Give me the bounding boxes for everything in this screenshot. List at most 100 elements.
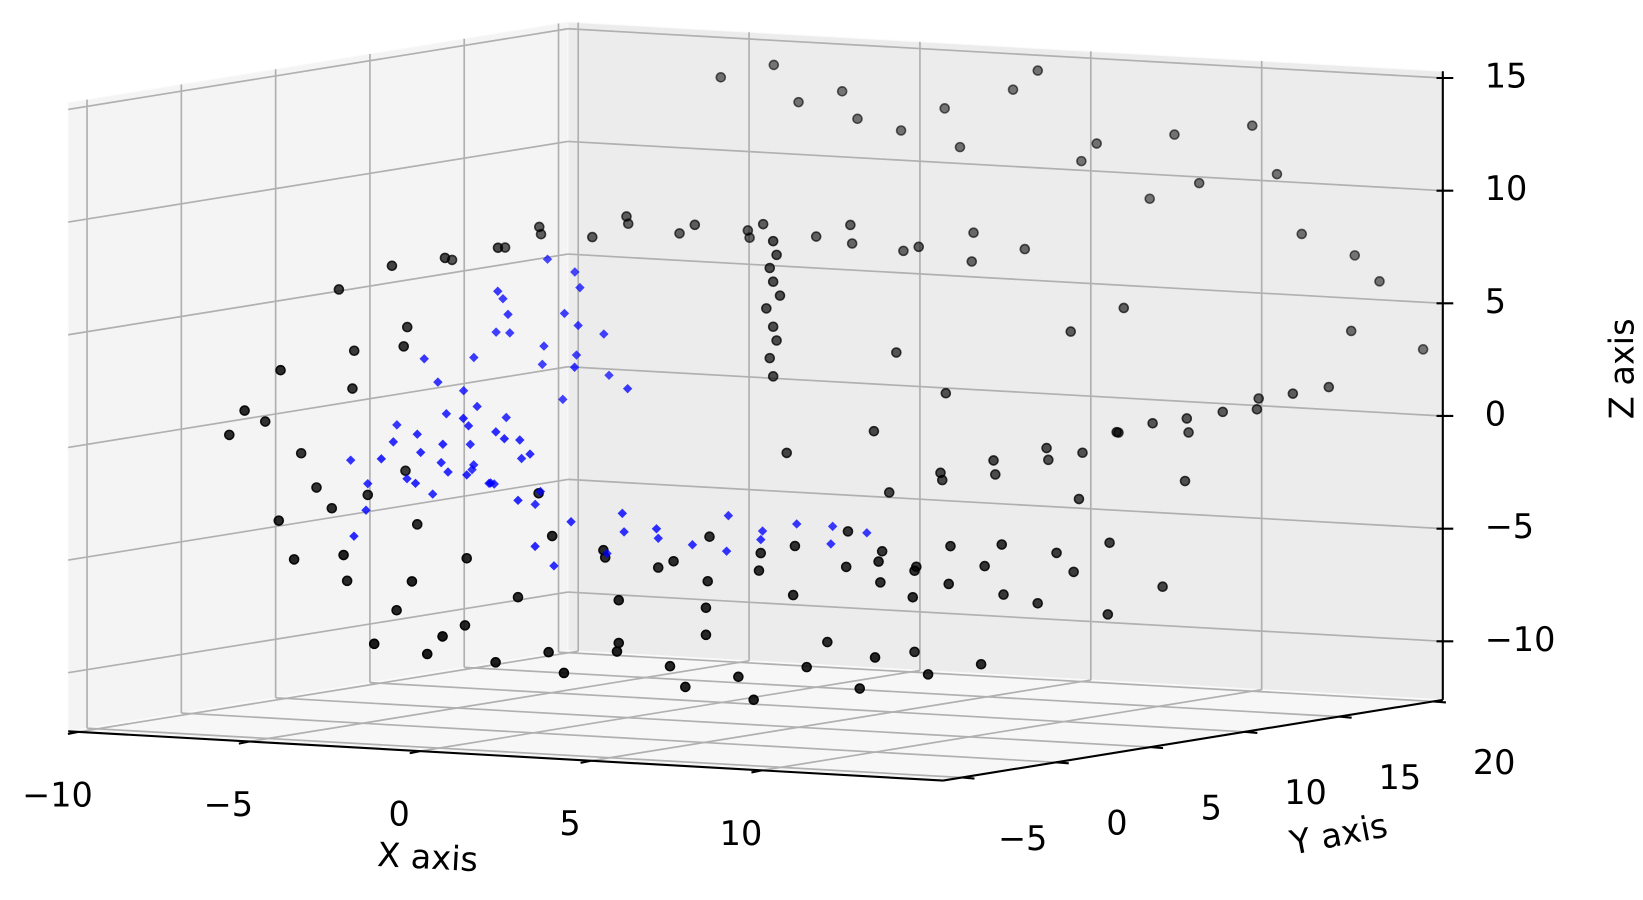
point (341, 575, 353, 587)
point (774, 290, 786, 301)
grid-line (275, 696, 1151, 748)
point (546, 530, 558, 542)
point (558, 394, 568, 405)
point (533, 221, 545, 233)
point (275, 364, 286, 376)
point (652, 562, 664, 573)
point (415, 447, 426, 458)
point (789, 540, 801, 552)
grid-line (464, 666, 1340, 718)
point (224, 429, 235, 441)
point (503, 309, 513, 320)
point (338, 549, 349, 561)
point (810, 231, 822, 242)
point (1417, 344, 1429, 355)
point (472, 401, 482, 412)
point (767, 276, 779, 287)
point (1323, 381, 1335, 393)
point (668, 556, 679, 567)
point (406, 576, 418, 587)
point (273, 515, 285, 526)
point (362, 489, 374, 501)
point (458, 385, 469, 396)
point (845, 219, 856, 231)
point (484, 478, 494, 489)
point (1043, 454, 1054, 466)
grid-line (590, 679, 1091, 762)
point (842, 526, 854, 537)
point (1032, 65, 1044, 76)
point (376, 454, 387, 464)
point (1251, 403, 1263, 415)
point (348, 345, 360, 357)
point (573, 320, 583, 331)
point (1076, 155, 1087, 167)
point (469, 352, 479, 363)
point (767, 235, 779, 247)
point (462, 470, 472, 480)
point (438, 439, 448, 449)
y-axis-label: Y axis (1286, 806, 1391, 863)
point (787, 589, 799, 601)
point (392, 420, 402, 430)
point (998, 589, 1009, 600)
point (571, 350, 582, 360)
point (757, 218, 769, 230)
point (1296, 228, 1308, 240)
x-tick-label: 5 (559, 804, 580, 843)
x-tick-label: 10 (720, 814, 763, 853)
grid-line (558, 651, 1434, 703)
point (333, 284, 345, 295)
grid-line (68, 365, 569, 449)
point (402, 473, 412, 484)
point (295, 447, 307, 459)
z-tick-label: 10 (1485, 169, 1528, 208)
point (704, 531, 715, 542)
point (388, 437, 399, 447)
grid-line (68, 140, 569, 223)
point (875, 577, 886, 588)
point (852, 113, 863, 125)
point (801, 661, 813, 673)
point (733, 671, 744, 683)
y-tick-label: 0 (1106, 804, 1127, 843)
point (771, 249, 782, 261)
y-axis-line (942, 698, 1443, 782)
point (939, 103, 950, 114)
point (1051, 547, 1062, 559)
point (1246, 120, 1258, 131)
point (761, 303, 772, 314)
point (463, 421, 474, 431)
point (1032, 597, 1044, 609)
point (680, 681, 691, 693)
point (742, 225, 754, 236)
point (437, 631, 448, 642)
point (940, 387, 952, 399)
point (259, 416, 271, 427)
point (1271, 168, 1283, 180)
point (621, 211, 632, 222)
point (854, 683, 866, 694)
point (653, 533, 663, 544)
point (935, 467, 946, 479)
point (539, 341, 549, 351)
y-tick-label: 10 (1284, 773, 1327, 812)
point (537, 359, 548, 370)
point (622, 383, 633, 394)
y-tick-label: 15 (1379, 758, 1422, 797)
point (1041, 442, 1052, 454)
point (427, 489, 438, 499)
point (895, 125, 907, 136)
point (979, 560, 990, 572)
grid-line (68, 27, 569, 111)
point (1104, 537, 1115, 549)
z-tick-label: 15 (1485, 57, 1528, 96)
point (868, 425, 880, 437)
point (1169, 129, 1180, 140)
y-tick-label: 5 (1201, 788, 1222, 827)
point (490, 657, 501, 668)
point (617, 508, 628, 519)
pane-left (67, 21, 569, 732)
grid-line (249, 660, 750, 743)
grid-line (181, 712, 1057, 764)
